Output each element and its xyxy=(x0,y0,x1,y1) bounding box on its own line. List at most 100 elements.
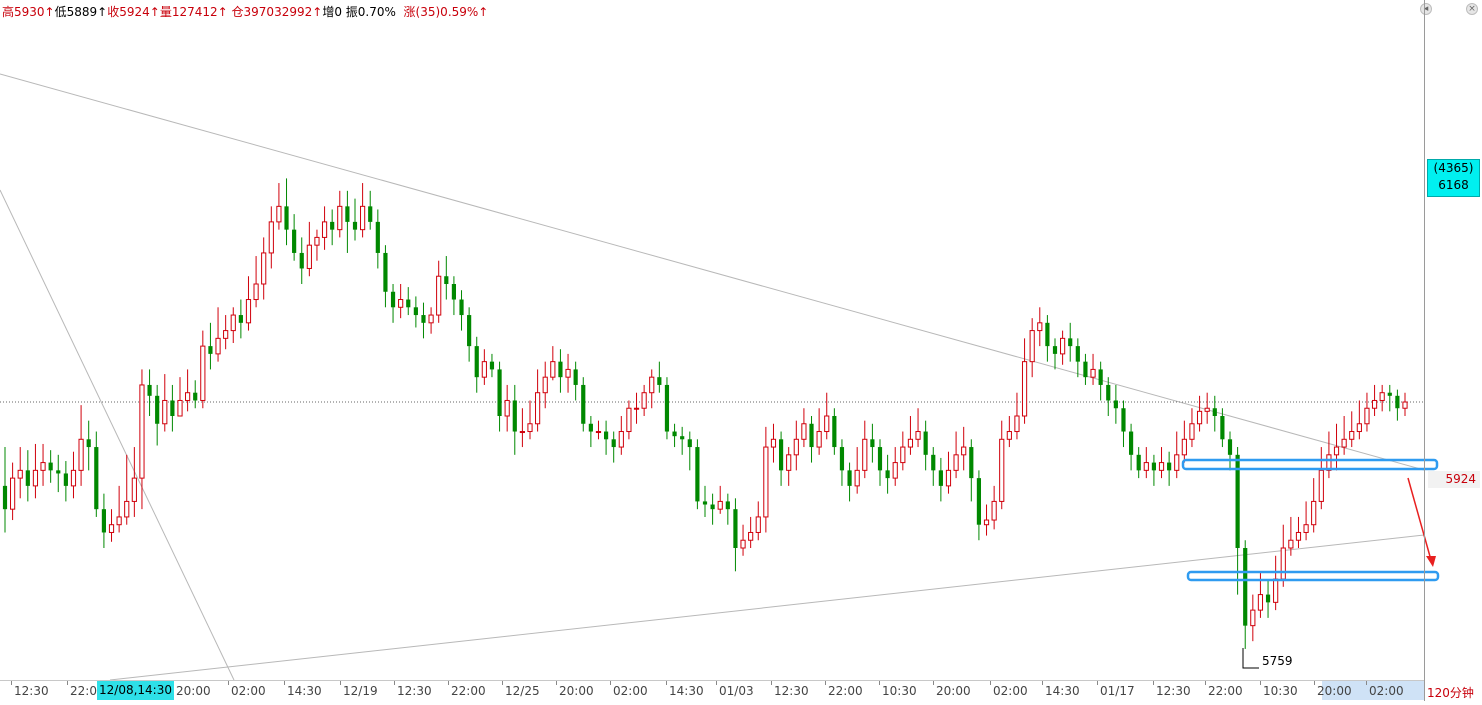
x-tick-mark xyxy=(502,681,503,685)
candle-body-down xyxy=(48,462,53,471)
time-axis-cursor-label: 12/08,14:30 xyxy=(97,681,174,700)
x-tick-label: 12:30 xyxy=(1156,684,1191,698)
change-value: 涨(35)0.59%↑ xyxy=(403,5,489,19)
candle-body-down xyxy=(657,377,662,385)
candle-body-up xyxy=(1356,423,1362,433)
x-tick-label: 01/17 xyxy=(1100,684,1135,698)
forecast-arrow-head xyxy=(1426,556,1436,567)
candle-body-up xyxy=(854,469,860,487)
close-icon[interactable]: × xyxy=(1466,3,1478,15)
candle-body-down xyxy=(603,431,609,440)
x-tick-mark xyxy=(228,681,229,685)
candle-body-up xyxy=(1181,438,1187,456)
candle-body-down xyxy=(383,252,388,292)
candle-body-up xyxy=(131,477,137,502)
candle-body-up xyxy=(276,205,282,223)
candle-body-down xyxy=(421,315,426,323)
candle-body-down xyxy=(664,384,670,432)
candle-body-down xyxy=(63,473,68,486)
candle-body-down xyxy=(1136,454,1141,471)
candle-body-down xyxy=(1227,439,1233,455)
candle-body-up xyxy=(116,516,122,526)
candle-body-up xyxy=(1189,423,1195,440)
candle-body-up xyxy=(1006,431,1012,440)
candle-body-down xyxy=(1083,361,1088,378)
x-tick-label: 12:30 xyxy=(397,684,432,698)
candle-body-up xyxy=(177,399,183,417)
candle-body-up xyxy=(261,252,267,285)
x-tick-label: 12:30 xyxy=(774,684,809,698)
candle-body-up xyxy=(945,469,952,487)
candle-body-down xyxy=(870,439,875,448)
open-interest-value: 仓397032992↑ xyxy=(231,5,323,19)
candle-body-up xyxy=(1318,469,1324,502)
quote-info-bar: 高5930↑低5889↑收5924↑量127412↑ 仓397032992↑增0… xyxy=(2,3,488,20)
candle-body-down xyxy=(292,229,297,253)
candle-body-down xyxy=(680,436,685,440)
candle-body-down xyxy=(1151,462,1157,471)
x-tick-mark xyxy=(394,681,395,685)
candle-body-up xyxy=(428,314,434,324)
candle-body-down xyxy=(702,501,708,505)
x-tick-label: 10:30 xyxy=(882,684,917,698)
candle-body-down xyxy=(444,276,449,284)
candle-body-up xyxy=(1371,399,1378,409)
candle-body-down xyxy=(832,416,837,448)
candle-body-up xyxy=(900,446,906,464)
candle-body-up xyxy=(1060,337,1066,355)
candle-body-up xyxy=(915,431,921,440)
position-tag-line2: 6168 xyxy=(1438,178,1469,192)
candle-body-up xyxy=(1326,454,1332,471)
candle-body-down xyxy=(931,454,936,471)
candle-body-up xyxy=(801,423,807,440)
time-axis[interactable] xyxy=(0,680,1424,702)
x-tick-label: 14:30 xyxy=(669,684,704,698)
candle-body-up xyxy=(1090,368,1096,378)
candle-body-down xyxy=(923,431,928,455)
candle-body-down xyxy=(1075,346,1080,362)
candle-body-down xyxy=(512,400,517,432)
candle-body-up xyxy=(626,407,632,433)
candle-body-down xyxy=(1106,384,1111,401)
candle-body-up xyxy=(1364,407,1370,425)
candle-body-down xyxy=(368,206,373,222)
x-tick-mark xyxy=(990,681,991,685)
candle-body-up xyxy=(1280,547,1286,580)
collapse-icon[interactable]: ◂ xyxy=(1420,3,1432,15)
x-tick-mark xyxy=(67,681,68,685)
candle-body-down xyxy=(847,470,852,486)
candle-body-up xyxy=(1295,531,1302,541)
candle-body-down xyxy=(238,315,243,323)
close-value: 收5924↑ xyxy=(107,5,160,19)
candle-body-up xyxy=(504,399,510,417)
x-tick-label: 01/03 xyxy=(719,684,754,698)
candle-body-down xyxy=(778,439,784,471)
candle-body-up xyxy=(1311,500,1317,526)
x-tick-mark xyxy=(825,681,826,685)
last-price-tag: 5924 xyxy=(1428,471,1480,488)
period-label[interactable]: 120分钟 xyxy=(1427,686,1474,700)
low-value: 低5889↑ xyxy=(54,5,108,19)
x-tick-label: 20:00 xyxy=(1317,684,1352,698)
candle-body-up xyxy=(755,516,761,533)
price-axis-divider xyxy=(1424,0,1425,701)
candle-body-up xyxy=(314,236,320,246)
candle-body-up xyxy=(185,392,191,401)
candle-body-down xyxy=(459,299,464,316)
candle-body-up xyxy=(124,500,130,518)
x-tick-mark xyxy=(1260,681,1261,685)
x-tick-label: 12/25 xyxy=(505,684,540,698)
x-tick-label: 22:00 xyxy=(451,684,486,698)
candle-body-down xyxy=(330,221,335,230)
candle-body-up xyxy=(268,221,274,254)
x-tick-label: 10:30 xyxy=(1263,684,1298,698)
candle-body-up xyxy=(786,454,792,471)
candle-body-down xyxy=(725,501,730,510)
candle-body-up xyxy=(550,361,556,378)
candle-body-down xyxy=(1113,400,1118,409)
candle-body-up xyxy=(1143,462,1149,471)
candle-body-up xyxy=(1349,431,1355,440)
candle-body-up xyxy=(1288,539,1294,549)
